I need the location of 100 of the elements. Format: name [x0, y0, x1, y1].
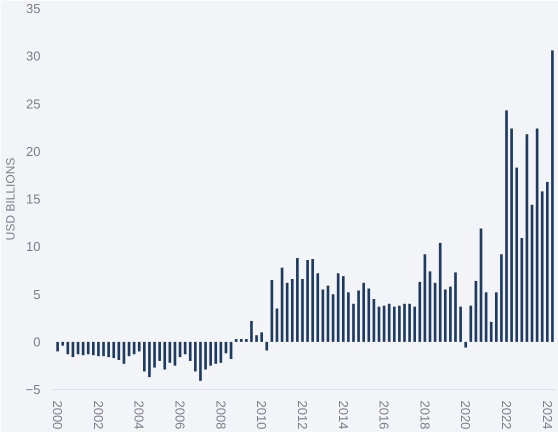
x-tick-label: 2008: [213, 400, 228, 430]
bar: [163, 342, 166, 370]
bar: [434, 282, 436, 342]
bar: [306, 260, 309, 342]
bar: [72, 342, 74, 358]
bar: [398, 306, 401, 342]
bar: [362, 282, 366, 342]
bar: [301, 279, 304, 342]
y-tick-label: 35: [26, 1, 41, 16]
bar: [234, 339, 238, 342]
bar: [418, 282, 422, 342]
bar: [536, 128, 538, 342]
bar: [438, 242, 442, 342]
bar: [148, 342, 151, 378]
y-tick-label: 0: [33, 334, 41, 350]
bar: [118, 342, 120, 360]
bar: [540, 191, 544, 342]
bar: [372, 299, 376, 342]
x-tick-label: 2022: [499, 400, 514, 430]
x-tick-label: 2014: [336, 400, 351, 430]
bar: [408, 304, 411, 342]
x-tick-label: 2006: [172, 400, 188, 430]
bar: [332, 294, 334, 342]
bar: [280, 268, 284, 342]
bar: [526, 134, 528, 342]
bar: [469, 306, 472, 342]
bar: [413, 306, 416, 342]
bar: [352, 304, 355, 342]
bar: [296, 258, 299, 342]
bar: [220, 342, 222, 363]
x-tick-label: 2012: [294, 400, 310, 430]
bar: [270, 280, 274, 342]
bar: [316, 273, 320, 342]
y-tick-label: −5: [26, 382, 41, 397]
bar: [82, 342, 84, 356]
bar: [424, 254, 426, 342]
bar: [494, 292, 498, 342]
bar: [311, 259, 314, 342]
bar: [546, 182, 549, 342]
bar: [188, 342, 192, 361]
y-tick-label: 30: [26, 48, 41, 64]
bar: [168, 342, 172, 363]
bar: [138, 342, 141, 352]
bar: [474, 280, 478, 342]
y-tick-label: 5: [33, 286, 41, 302]
bar: [326, 286, 330, 342]
x-tick-label: 2000: [50, 400, 66, 430]
bar: [174, 342, 176, 366]
bar: [204, 342, 207, 370]
bar: [500, 254, 503, 342]
bar: [230, 342, 232, 360]
x-tick-label: 2010: [254, 400, 270, 430]
bar: [214, 342, 218, 364]
bar: [551, 50, 554, 342]
bar: [194, 342, 197, 372]
bar: [484, 292, 488, 342]
bar: [336, 273, 340, 342]
bar: [459, 306, 462, 342]
bar: [378, 306, 380, 342]
bar: [122, 342, 126, 364]
bar: [505, 110, 508, 342]
x-tick-label: 2002: [90, 400, 106, 430]
x-tick-label: 2024: [540, 400, 555, 430]
bar: [530, 204, 534, 342]
bar: [97, 342, 100, 356]
bar: [290, 279, 294, 342]
bar: [428, 271, 432, 342]
bar: [184, 342, 186, 354]
bar: [342, 276, 345, 342]
bar: [510, 128, 513, 342]
bar: [102, 342, 105, 356]
bar: [347, 292, 350, 342]
bar: [132, 342, 136, 354]
bar: [76, 342, 80, 354]
bar: [224, 342, 228, 354]
bar: [454, 272, 457, 342]
bar: [382, 306, 386, 342]
bar: [56, 342, 59, 352]
y-tick-label: 20: [26, 144, 41, 159]
y-tick-label: 15: [26, 192, 41, 206]
bar: [444, 289, 447, 342]
bar: [367, 288, 370, 342]
bar: [449, 286, 452, 342]
bar: [209, 342, 212, 366]
bar: [260, 332, 263, 342]
bar: [286, 282, 288, 342]
x-tick-label: 2004: [132, 400, 147, 430]
bar: [322, 289, 324, 342]
x-tick-label: 2018: [417, 400, 432, 430]
bar: [255, 335, 258, 342]
x-tick-label: 2016: [376, 400, 392, 430]
bar: [86, 342, 90, 354]
bar: [153, 342, 156, 368]
bar: [515, 168, 518, 342]
bar: [158, 342, 161, 361]
bar: [143, 342, 146, 372]
bar: [464, 342, 468, 348]
bar: [178, 342, 182, 358]
bar: [107, 342, 110, 358]
bar: [128, 342, 130, 356]
